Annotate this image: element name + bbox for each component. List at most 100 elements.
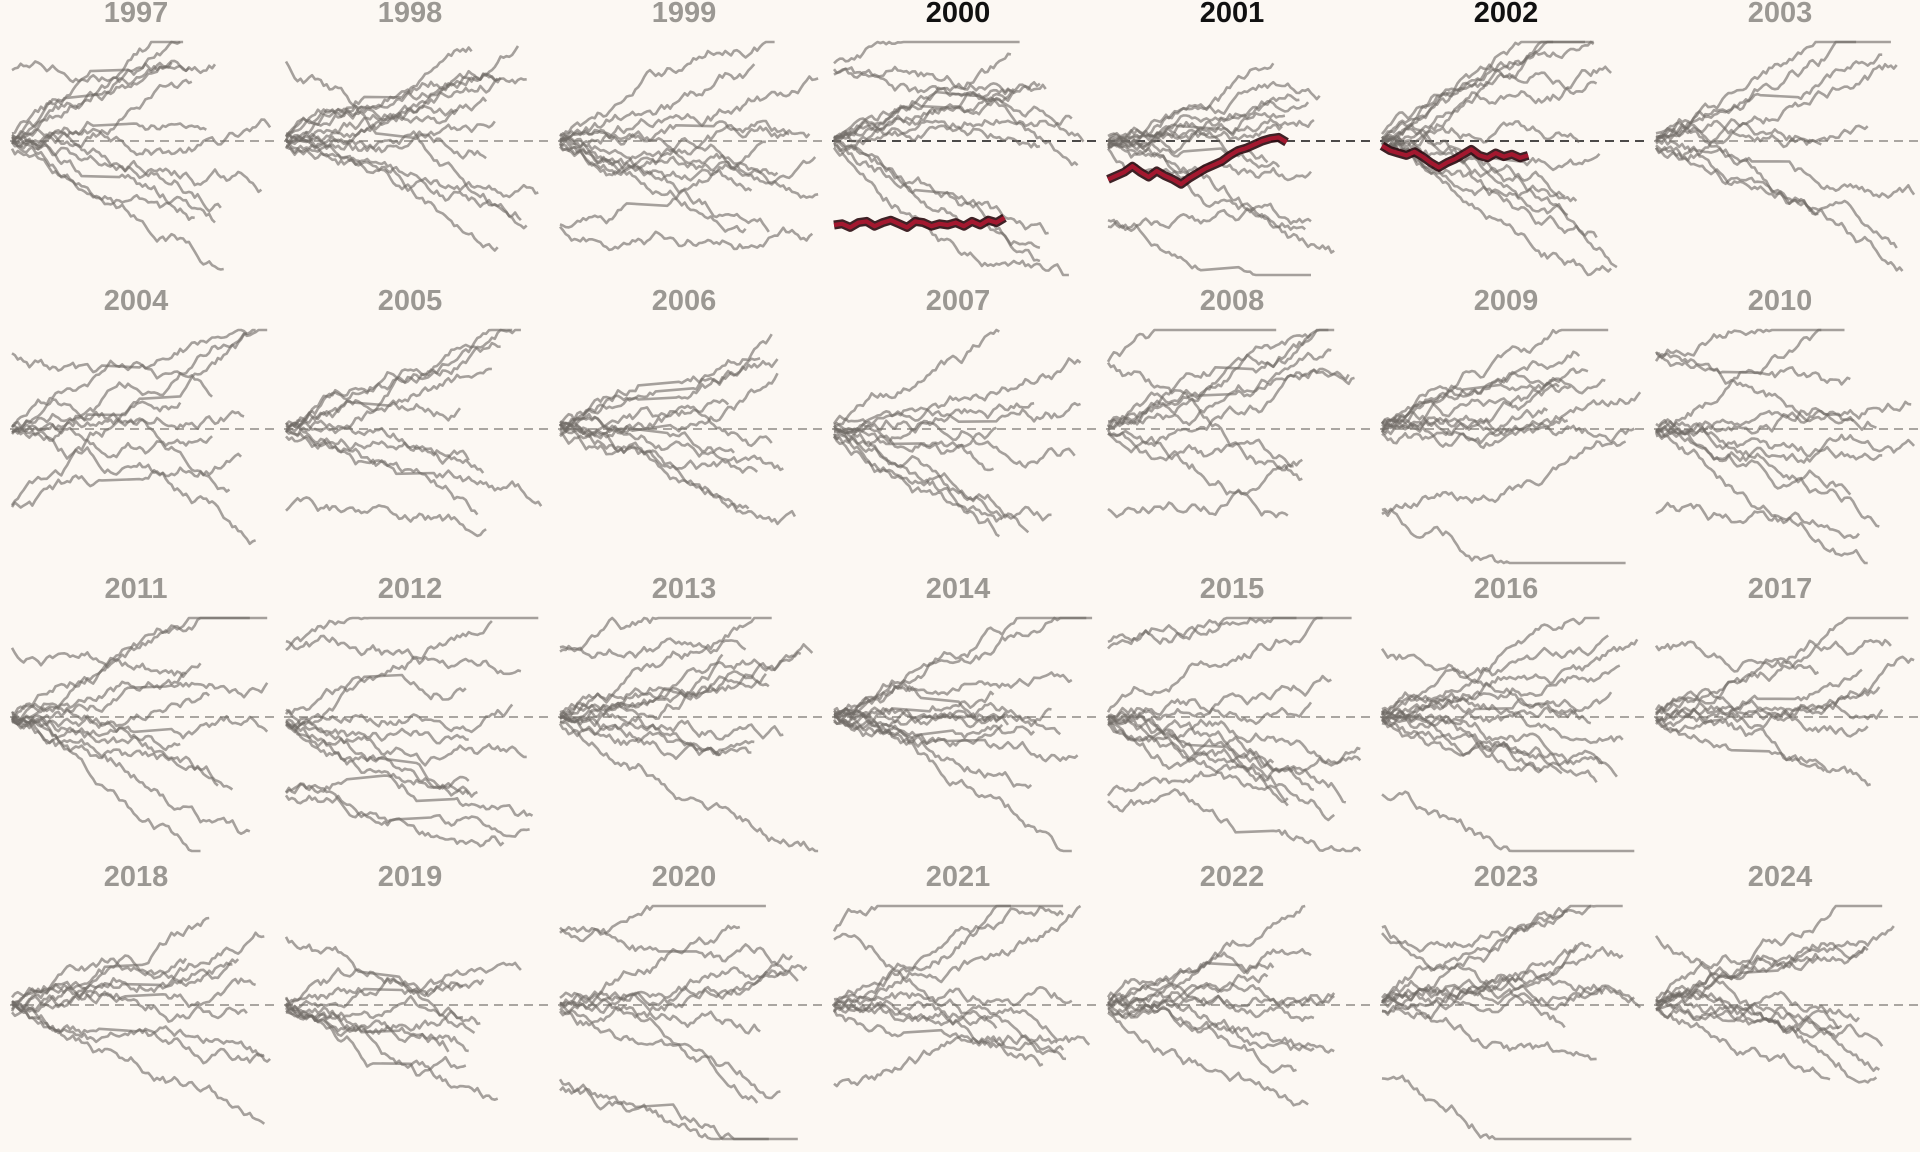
series-trace xyxy=(285,703,514,734)
series-trace xyxy=(285,421,470,465)
series-trace xyxy=(1107,348,1332,423)
series-trace xyxy=(1106,361,1303,482)
series-trace xyxy=(1381,691,1613,726)
series-trace xyxy=(10,398,182,429)
series-trace xyxy=(833,114,1073,150)
series-trace xyxy=(833,713,1033,789)
series-trace xyxy=(1654,63,1898,162)
series-trace xyxy=(559,969,799,1014)
series-trace xyxy=(559,1083,798,1141)
series-trace xyxy=(11,931,265,1013)
series-trace xyxy=(1655,431,1916,464)
series-trace xyxy=(10,710,234,791)
series-trace xyxy=(559,904,766,943)
panel-2018: 2018 xyxy=(10,861,276,1125)
panel-2011: 2011 xyxy=(10,573,276,853)
series-trace xyxy=(1382,40,1554,139)
series-trace xyxy=(11,681,269,721)
series-trace xyxy=(284,772,470,795)
series-trace xyxy=(1107,713,1362,767)
series-trace xyxy=(285,328,513,428)
series-trace xyxy=(559,124,811,156)
series-trace xyxy=(832,146,1069,277)
series-trace xyxy=(1107,128,1281,169)
series-trace xyxy=(833,402,1035,436)
series-trace xyxy=(1655,425,1883,462)
series-trace xyxy=(1107,788,1362,853)
series-trace xyxy=(833,671,1073,719)
series-trace xyxy=(1106,328,1277,363)
panel-title: 2005 xyxy=(378,285,443,317)
series-trace xyxy=(1107,616,1297,645)
series-trace xyxy=(1106,616,1352,713)
series-trace xyxy=(285,104,459,142)
series-trace xyxy=(1107,206,1307,233)
series-trace xyxy=(1655,428,1868,565)
panel-2006: 2006 xyxy=(558,285,824,526)
series-trace xyxy=(11,352,213,398)
series-trace xyxy=(11,961,233,1010)
series-trace xyxy=(559,713,752,757)
series-trace xyxy=(1654,146,1904,272)
panel-title: 2013 xyxy=(652,573,717,605)
series-trace xyxy=(1381,367,1589,436)
series-trace xyxy=(1381,328,1609,432)
series-trace xyxy=(558,145,779,177)
highlighted-series-2000 xyxy=(833,215,1006,230)
series-trace xyxy=(1107,715,1315,792)
series-trace xyxy=(1381,925,1566,1029)
series-trace xyxy=(1382,904,1591,1003)
panel-title: 2014 xyxy=(926,573,991,605)
series-trace xyxy=(285,961,522,1014)
series-trace xyxy=(10,647,188,678)
series-trace xyxy=(1107,100,1310,148)
series-trace xyxy=(832,904,1064,932)
series-trace xyxy=(1106,62,1275,143)
series-trace xyxy=(833,419,997,444)
series-trace xyxy=(559,616,772,719)
panel-2002: 2002 xyxy=(1379,0,1646,277)
series-trace xyxy=(11,714,181,752)
panel-2012: 2012 xyxy=(284,573,550,848)
series-trace xyxy=(11,691,211,729)
series-trace xyxy=(559,119,790,144)
series-trace xyxy=(285,46,473,137)
series-trace xyxy=(1654,668,1863,716)
series-trace xyxy=(1655,706,1869,738)
series-trace xyxy=(285,722,478,798)
series-trace xyxy=(559,431,759,474)
series-trace xyxy=(285,634,522,676)
panel-2008: 2008 xyxy=(1106,285,1372,519)
series-trace xyxy=(1381,420,1635,448)
series-trace xyxy=(11,954,188,1010)
series-trace xyxy=(1380,717,1543,773)
series-trace xyxy=(1106,982,1335,1010)
series-trace xyxy=(285,616,539,652)
series-trace xyxy=(833,427,994,472)
panel-title: 2003 xyxy=(1748,0,1813,29)
series-trace xyxy=(559,637,747,660)
series-trace xyxy=(559,412,784,472)
series-trace xyxy=(284,131,499,252)
series-trace xyxy=(285,995,481,1026)
series-trace xyxy=(1655,716,1872,787)
series-trace xyxy=(559,719,784,741)
series-trace xyxy=(1107,431,1294,468)
series-trace xyxy=(832,119,1041,149)
series-trace xyxy=(284,936,476,1034)
series-trace xyxy=(285,341,501,430)
series-trace xyxy=(1381,910,1568,953)
panel-title: 2015 xyxy=(1200,573,1265,605)
panel-1998: 1998 xyxy=(284,0,550,252)
series-trace xyxy=(1107,123,1283,154)
panel-2003: 2003 xyxy=(1654,0,1920,272)
panel-title: 2022 xyxy=(1200,861,1265,893)
series-trace xyxy=(833,143,1041,263)
series-trace xyxy=(833,81,1041,139)
panel-title: 2007 xyxy=(926,285,991,317)
panel-2017: 2017 xyxy=(1654,573,1920,787)
series-trace xyxy=(285,620,493,734)
panel-2021: 2021 xyxy=(832,861,1098,1088)
series-trace xyxy=(559,998,781,1100)
series-trace xyxy=(1107,1011,1309,1107)
